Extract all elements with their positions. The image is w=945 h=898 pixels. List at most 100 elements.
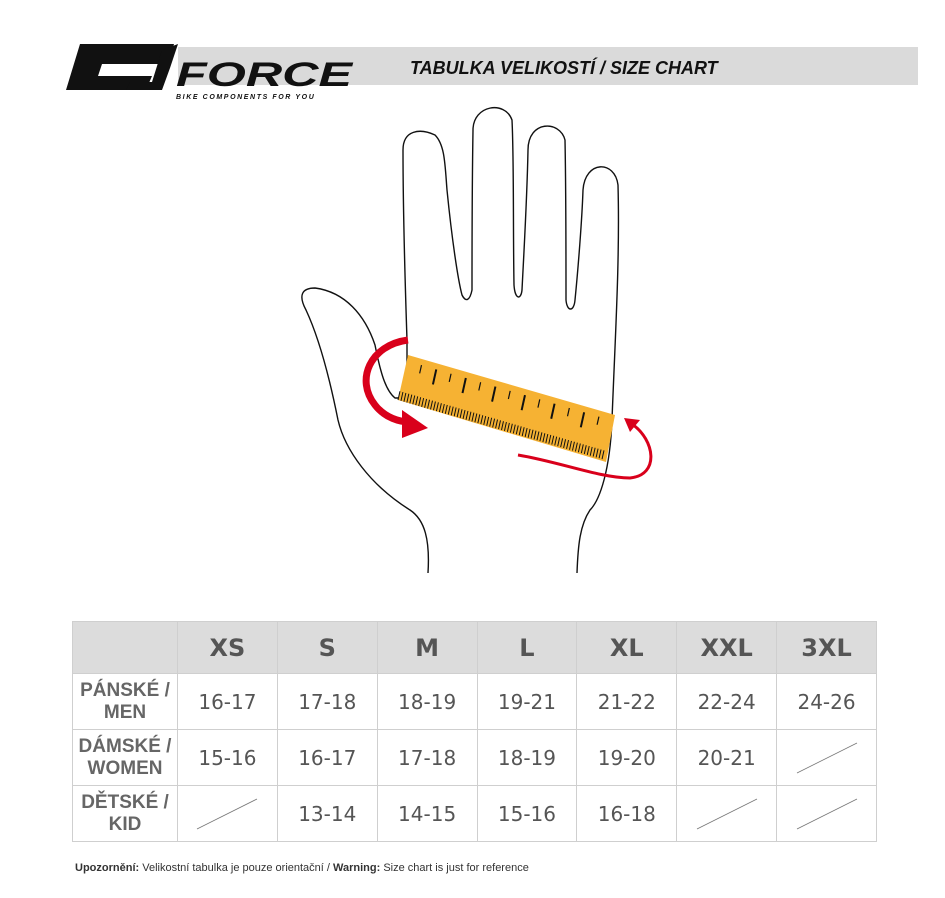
tape-minor-tick — [435, 402, 439, 412]
tape-minor-tick — [456, 408, 460, 418]
warning-note: Upozornění: Velikostní tabulka je pouze … — [75, 862, 529, 875]
arrow-left-icon — [362, 336, 411, 426]
tape-minor-tick — [453, 407, 457, 417]
tape-minor-tick — [527, 428, 531, 438]
tape-tick — [520, 394, 526, 411]
table-cell: 20-21 — [676, 729, 778, 786]
tape-tick — [537, 399, 541, 408]
arrowhead-right — [624, 418, 640, 432]
tape-tick — [419, 365, 423, 374]
tape-minor-tick — [521, 427, 525, 437]
tape-minor-tick — [427, 399, 431, 409]
tape-minor-tick — [432, 401, 436, 411]
tape-minor-tick — [577, 443, 581, 453]
tape-minor-tick — [406, 393, 410, 403]
tape-minor-tick — [450, 406, 454, 416]
tape-minor-tick — [495, 419, 499, 429]
tape-minor-tick — [498, 420, 501, 430]
tape-minor-tick — [415, 396, 419, 406]
tape-minor-tick — [418, 397, 422, 407]
tape-minor-tick — [492, 418, 496, 428]
tape-minor-tick — [586, 445, 590, 455]
tape-minor-tick — [424, 398, 428, 408]
table-cell: 24-26 — [776, 673, 877, 730]
warning-en-text: Size chart is just for reference — [380, 862, 529, 874]
tape-minor-tick — [539, 432, 543, 442]
table-cell-empty — [776, 729, 877, 786]
tape-minor-tick — [530, 429, 534, 439]
tape-tick — [478, 382, 482, 391]
header-bar — [178, 47, 918, 85]
warning-en-label: Warning: — [333, 862, 381, 874]
tape-minor-tick — [501, 421, 504, 431]
tape-minor-tick — [548, 434, 552, 444]
tape-minor-tick — [509, 423, 513, 433]
size-header: XS — [177, 621, 278, 674]
table-cell: 17-18 — [376, 729, 478, 786]
tape-minor-tick — [533, 430, 537, 440]
tape-minor-tick — [438, 403, 442, 413]
table-cell: 19-21 — [476, 673, 578, 730]
table-row: DĚTSKÉ / KID 13-14 14-15 15-16 16-18 — [72, 785, 877, 842]
table-cell: 17-18 — [276, 673, 378, 730]
tape-minor-tick — [566, 439, 569, 449]
tape-tick — [461, 377, 467, 394]
hand-outline — [301, 107, 620, 574]
tape-tick — [550, 403, 556, 419]
tape-minor-tick — [583, 445, 587, 455]
tape-minor-tick — [551, 435, 555, 445]
tape-minor-tick — [515, 425, 519, 435]
tape-minor-tick — [412, 395, 416, 405]
tape-minor-tick — [589, 446, 593, 456]
tape-minor-tick — [480, 415, 484, 425]
table-cell-empty — [776, 785, 877, 842]
tape-minor-tick — [524, 427, 528, 437]
header-empty-cell — [72, 621, 178, 674]
table-header-row: XS S M L XL XXL 3XL — [72, 621, 877, 674]
tape-minor-tick — [477, 414, 481, 424]
arrowhead-left — [402, 410, 428, 438]
tape-minor-tick — [518, 426, 522, 436]
table-cell: 16-18 — [576, 785, 678, 842]
row-label: PÁNSKÉ / MEN — [72, 673, 178, 730]
tape-minor-tick — [409, 394, 413, 404]
tape-tick — [579, 412, 586, 428]
row-label-line2: MEN — [103, 701, 147, 723]
table-cell: 22-24 — [676, 673, 778, 730]
tape-minor-tick — [542, 433, 546, 443]
tape-minor-tick — [486, 416, 490, 426]
row-label: DÁMSKÉ / WOMEN — [72, 729, 178, 786]
tape-tick — [596, 416, 600, 425]
tape-minor-tick — [397, 391, 401, 401]
tape-minor-tick — [421, 397, 425, 407]
tape-minor-tick — [400, 391, 404, 401]
tape-minor-tick — [459, 409, 463, 419]
tape-minor-tick — [595, 448, 599, 458]
tape-minor-tick — [598, 449, 602, 459]
tape-minor-tick — [560, 438, 564, 448]
table-cell-empty — [177, 785, 278, 842]
size-header: XL — [576, 621, 678, 674]
tape-minor-tick — [489, 417, 493, 427]
table-cell: 15-16 — [177, 729, 278, 786]
tape-minor-tick — [569, 440, 572, 450]
tape-minor-tick — [557, 437, 561, 447]
tape-minor-tick — [465, 410, 469, 420]
tape-tick — [448, 373, 452, 383]
measuring-tape — [398, 355, 615, 462]
size-header: L — [476, 621, 578, 674]
logo-text: FORCE — [176, 56, 354, 92]
tape-minor-tick — [512, 424, 516, 434]
table-cell: 13-14 — [276, 785, 378, 842]
size-header: S — [276, 621, 378, 674]
warning-cz-label: Upozornění: — [75, 862, 140, 874]
size-chart-table: XS S M L XL XXL 3XL PÁNSKÉ / MEN 16-17 17-1… — [72, 621, 877, 842]
tape-minor-tick — [574, 442, 578, 452]
row-label-line1: DÁMSKÉ / — [78, 735, 172, 757]
table-cell: 14-15 — [376, 785, 478, 842]
row-label: DĚTSKÉ / KID — [72, 785, 178, 842]
size-header: XXL — [676, 621, 778, 674]
arrow-right-icon — [517, 422, 653, 480]
size-header: M — [376, 621, 478, 674]
tape-minor-tick — [506, 422, 510, 432]
